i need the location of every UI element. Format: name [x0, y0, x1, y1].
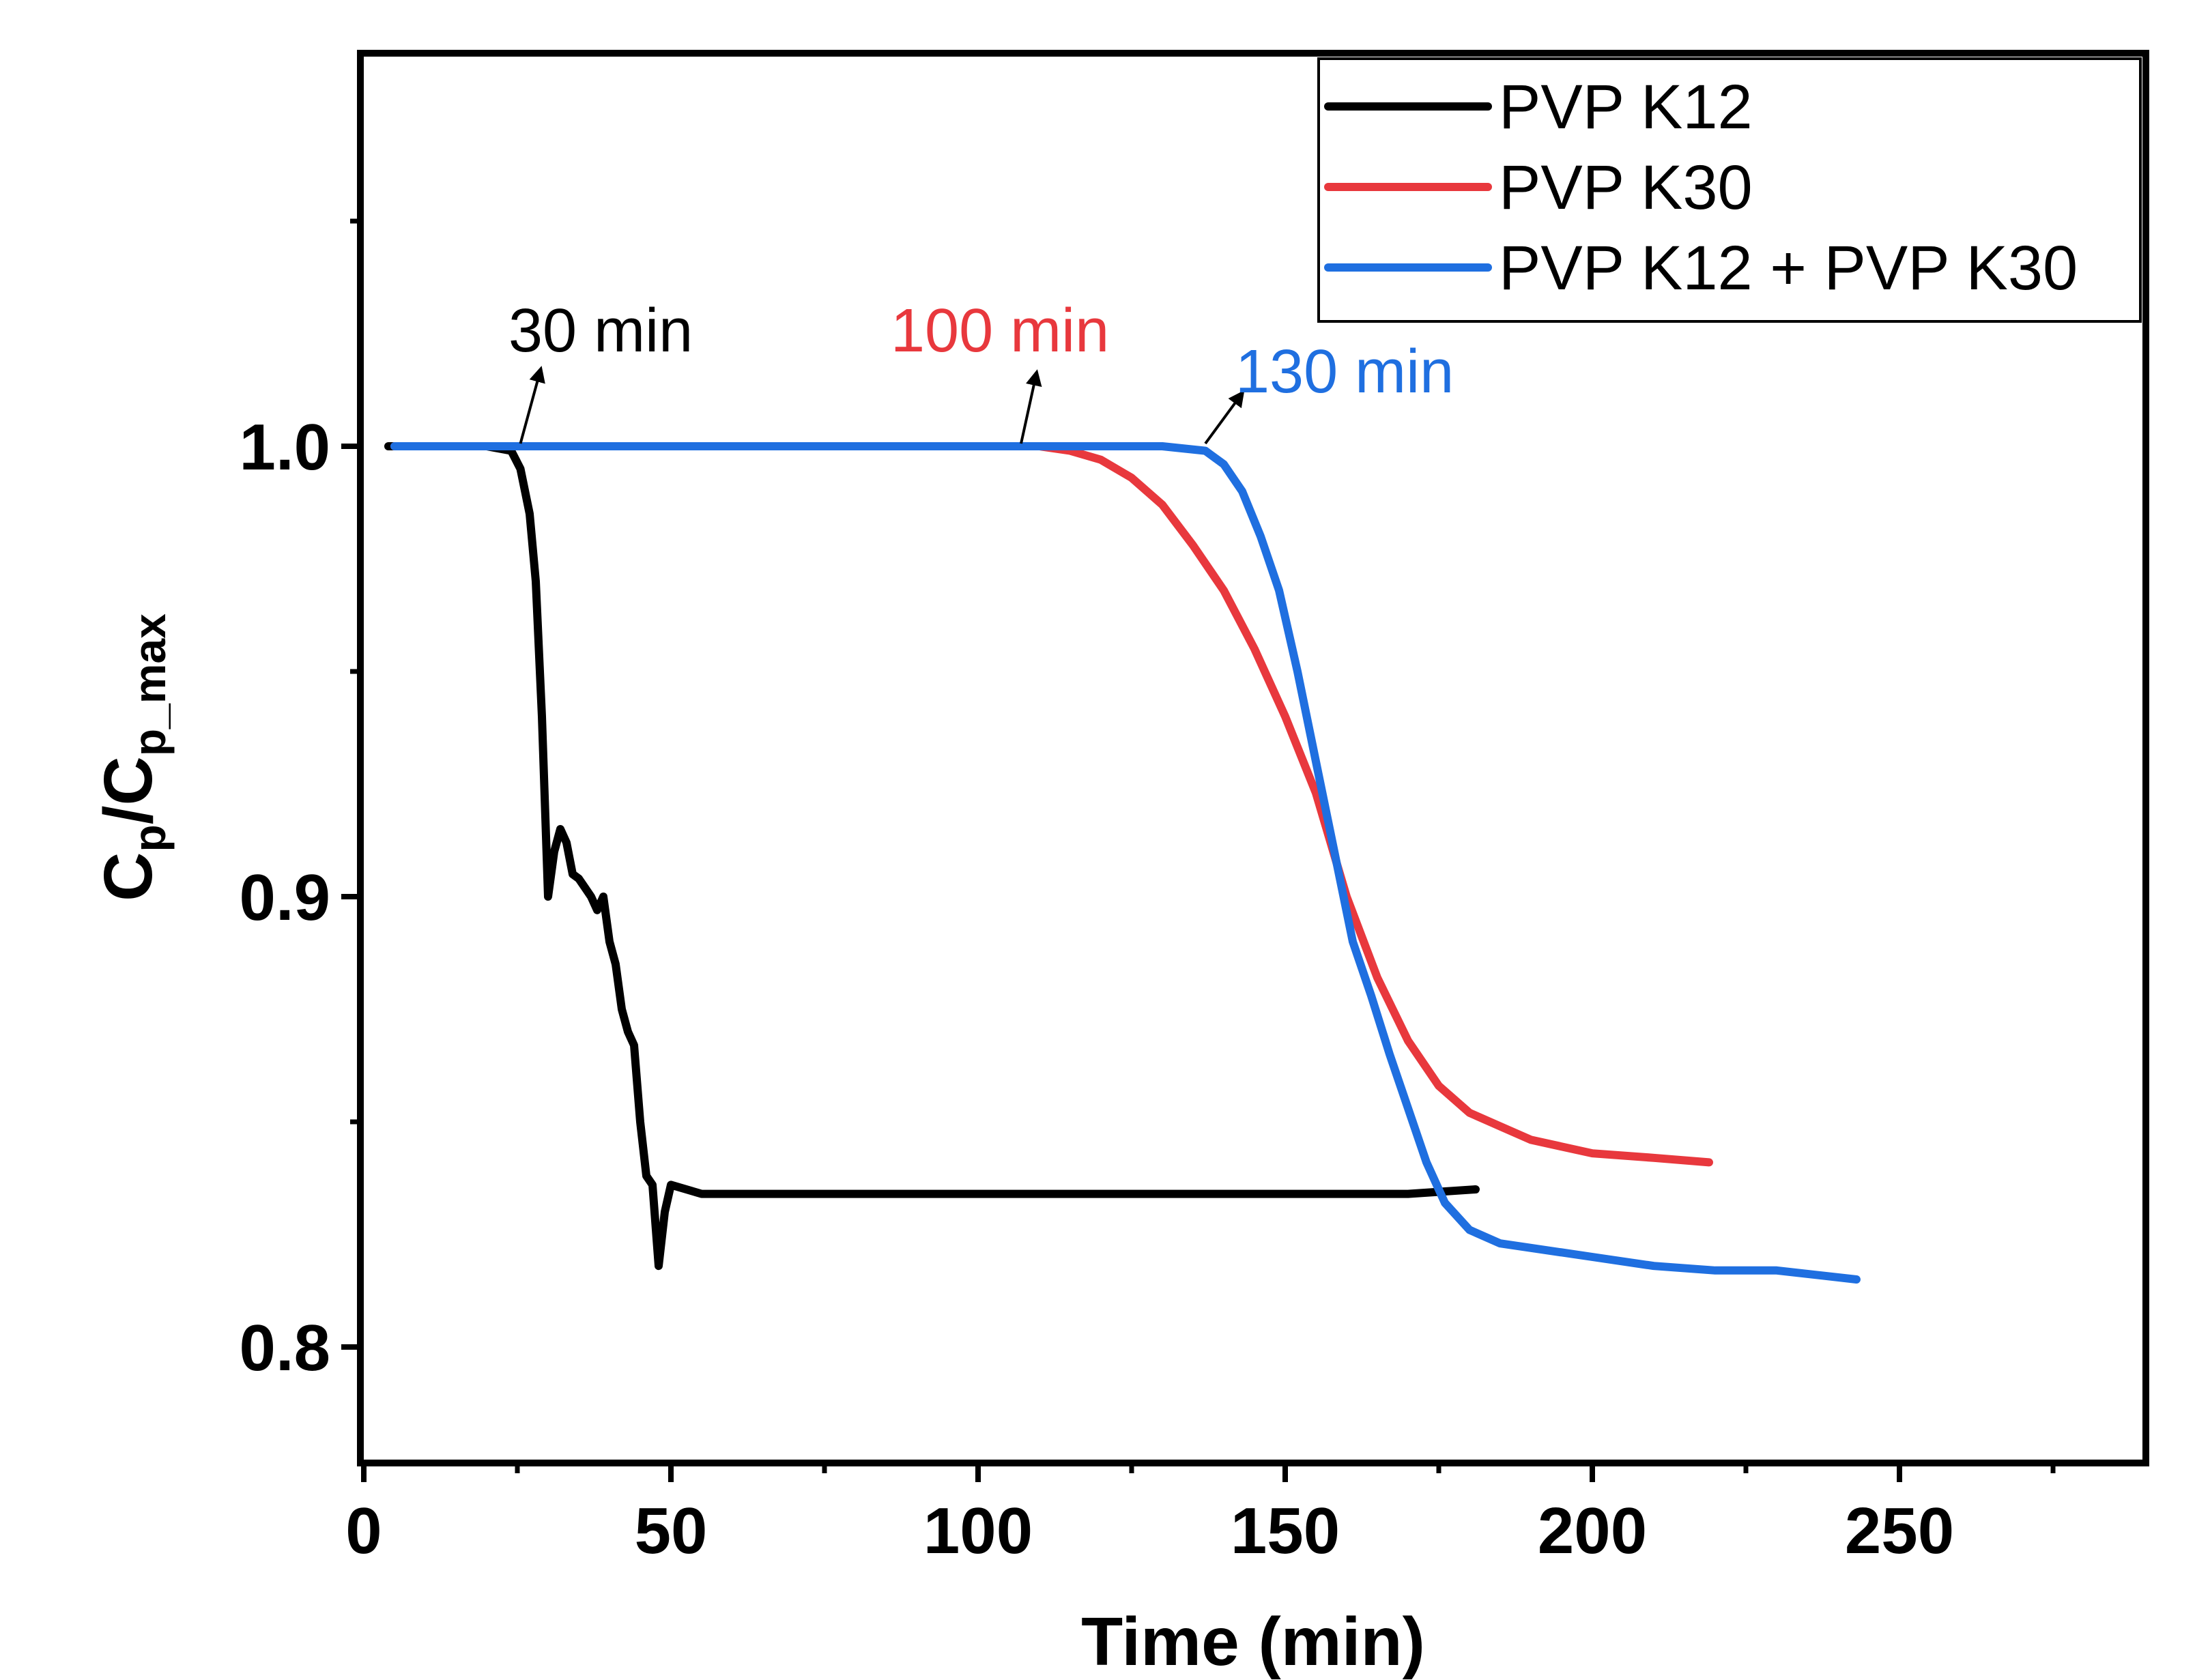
legend: PVP K12 PVP K30 PVP K12 + PVP K30 [1317, 57, 2142, 323]
y-tick-label: 0.9 [240, 861, 330, 934]
y-title-slash: /C [90, 756, 167, 824]
x-tick-label: 0 [345, 1494, 382, 1567]
x-tick-label: 100 [923, 1494, 1033, 1567]
x-axis: 0 50 100 150 200 250 [345, 1463, 2056, 1567]
x-tick-label: 200 [1538, 1494, 1647, 1567]
annotation-label: 130 min [1235, 338, 1454, 406]
annotation-arrow [519, 366, 545, 444]
x-tick-label: 50 [635, 1494, 708, 1567]
x-tick-label: 150 [1231, 1494, 1340, 1567]
y-tick-label: 1.0 [240, 411, 330, 484]
y-axis-title: Cp/Cp_max [90, 613, 175, 901]
y-title-sub2: p_max [124, 613, 175, 756]
x-tick-label: 250 [1845, 1494, 1954, 1567]
y-title-sub1: p [124, 824, 175, 852]
legend-label: PVP K12 [1499, 72, 1753, 142]
y-tick-label: 0.8 [240, 1312, 330, 1385]
svg-text:Cp/Cp_max: Cp/Cp_max [90, 613, 175, 901]
annotation-label: 100 min [891, 297, 1109, 365]
series-line-0 [384, 442, 1480, 1271]
annotation-arrow [1020, 369, 1042, 444]
series-line-2 [390, 442, 1861, 1284]
annotation-label: 30 min [508, 297, 693, 365]
legend-label: PVP K30 [1499, 153, 1753, 222]
legend-label: PVP K12 + PVP K30 [1499, 233, 2078, 303]
plot-frame [357, 50, 2149, 1466]
annotation-arrow [1204, 390, 1245, 445]
series-layer [384, 442, 1861, 1284]
annotation-layer: 30 min 100 min 130 min [508, 297, 1454, 445]
x-axis-title: Time (min) [1081, 1604, 1425, 1680]
y-axis: 0.8 0.9 1.0 [240, 218, 360, 1385]
y-title-main: C [90, 852, 167, 901]
